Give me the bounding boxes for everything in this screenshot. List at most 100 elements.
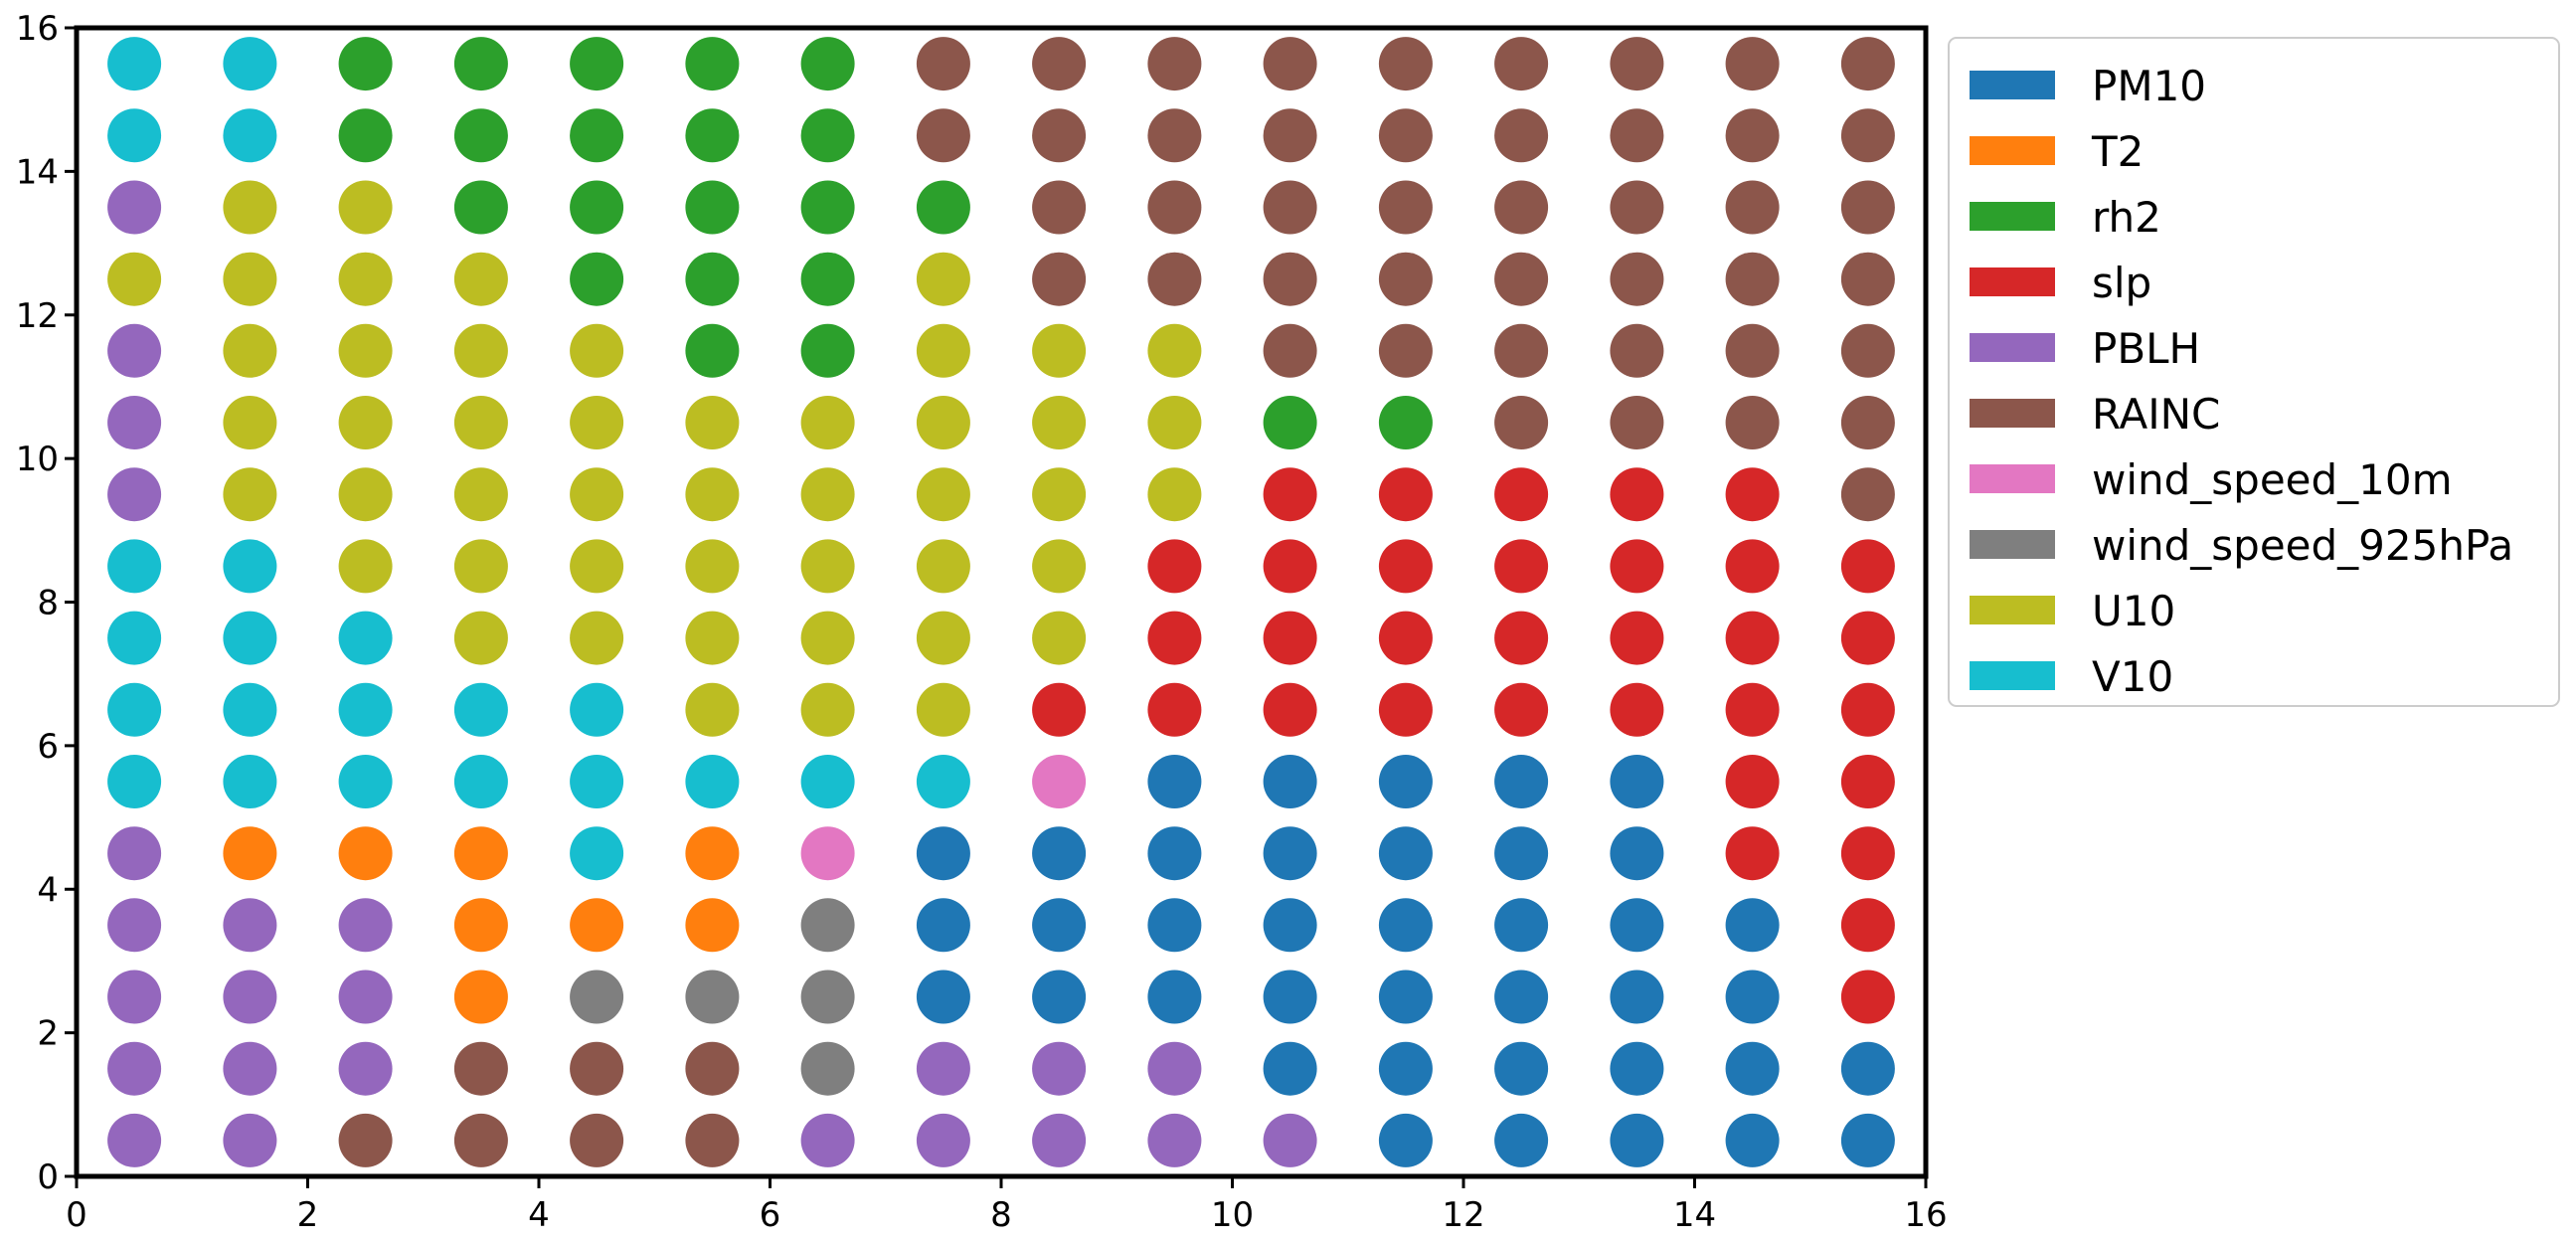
point-rainc: [1263, 323, 1317, 378]
point-slp: [1494, 539, 1549, 594]
point-rainc: [1378, 323, 1433, 378]
point-rainc: [685, 1113, 740, 1167]
point-v10: [223, 682, 277, 737]
legend-entry-pblh: PBLH: [1970, 324, 2200, 373]
point-u10: [800, 467, 855, 522]
point-u10: [338, 252, 393, 306]
point-slp: [1610, 611, 1664, 665]
point-pm10: [1032, 898, 1087, 953]
point-rainc: [1147, 108, 1202, 163]
point-pm10: [1378, 1113, 1433, 1167]
point-u10: [916, 611, 970, 665]
point-rainc: [1840, 37, 1895, 91]
point-rainc: [1610, 108, 1664, 163]
point-rainc: [1725, 37, 1780, 91]
point-u10: [453, 467, 508, 522]
point-rainc: [1840, 180, 1895, 235]
point-wind-speed-925hpa: [685, 970, 740, 1024]
point-v10: [107, 37, 162, 91]
point-slp: [1725, 539, 1780, 594]
point-v10: [107, 755, 162, 808]
y-tick-label: 2: [37, 1014, 59, 1054]
legend-entry-wind-speed-10m: wind_speed_10m: [1970, 455, 2453, 504]
point-t2: [685, 826, 740, 881]
point-pm10: [1610, 755, 1664, 808]
point-u10: [453, 396, 508, 449]
point-pblh: [223, 898, 277, 953]
legend-items: PM10 T2 rh2 slp PBLH RAINC wind_speed_10m wind_…: [1970, 62, 2513, 701]
point-rh2: [1263, 396, 1317, 449]
y-tick-label: 14: [16, 152, 59, 192]
x-axis: 0 2 4 6 8 10 12 14 16: [66, 1176, 1948, 1235]
point-rh2: [800, 323, 855, 378]
point-v10: [223, 539, 277, 594]
legend-label: V10: [2092, 652, 2173, 701]
point-pm10: [1263, 826, 1317, 881]
point-u10: [685, 396, 740, 449]
point-pblh: [107, 180, 162, 235]
x-tick-label: 16: [1904, 1195, 1947, 1235]
point-pblh: [223, 970, 277, 1024]
point-rh2: [570, 37, 624, 91]
point-pm10: [1725, 898, 1780, 953]
point-rainc: [1494, 252, 1549, 306]
point-pm10: [1725, 1113, 1780, 1167]
legend-label: PBLH: [2092, 324, 2200, 373]
point-pm10: [1494, 1113, 1549, 1167]
point-pblh: [916, 1113, 970, 1167]
legend-label: T2: [2091, 127, 2144, 176]
point-pblh: [1147, 1041, 1202, 1096]
y-tick-label: 12: [16, 296, 59, 336]
point-rainc: [1840, 108, 1895, 163]
point-rainc: [685, 1041, 740, 1096]
point-pblh: [107, 826, 162, 881]
point-slp: [1263, 611, 1317, 665]
point-rh2: [800, 37, 855, 91]
legend-label: wind_speed_10m: [2092, 455, 2453, 504]
point-pm10: [1610, 1041, 1664, 1096]
point-v10: [223, 755, 277, 808]
legend-swatch: [1970, 399, 2055, 428]
point-pm10: [1494, 1041, 1549, 1096]
point-v10: [570, 826, 624, 881]
point-u10: [1147, 396, 1202, 449]
y-tick-label: 16: [16, 9, 59, 49]
x-tick-label: 0: [66, 1195, 87, 1235]
legend-swatch: [1970, 202, 2055, 231]
point-u10: [916, 682, 970, 737]
point-u10: [916, 467, 970, 522]
point-pblh: [916, 1041, 970, 1096]
point-pblh: [107, 396, 162, 449]
point-rainc: [1725, 180, 1780, 235]
point-rh2: [685, 37, 740, 91]
point-pm10: [1494, 970, 1549, 1024]
point-u10: [1147, 467, 1202, 522]
point-u10: [1032, 323, 1087, 378]
legend-entry-v10: V10: [1970, 652, 2173, 701]
point-v10: [107, 108, 162, 163]
point-u10: [570, 611, 624, 665]
y-tick-label: 6: [37, 727, 59, 767]
point-wind-speed-925hpa: [800, 898, 855, 953]
legend-swatch: [1970, 530, 2055, 559]
point-rh2: [685, 108, 740, 163]
point-t2: [453, 898, 508, 953]
point-slp: [1840, 682, 1895, 737]
x-tick-label: 2: [297, 1195, 319, 1235]
point-rainc: [1147, 37, 1202, 91]
point-rainc: [1840, 323, 1895, 378]
point-pblh: [1263, 1113, 1317, 1167]
point-v10: [223, 611, 277, 665]
point-rh2: [338, 37, 393, 91]
point-u10: [223, 180, 277, 235]
point-pblh: [223, 1041, 277, 1096]
point-slp: [1263, 539, 1317, 594]
point-u10: [570, 539, 624, 594]
point-v10: [338, 755, 393, 808]
point-pblh: [1147, 1113, 1202, 1167]
point-v10: [107, 539, 162, 594]
point-rh2: [338, 108, 393, 163]
point-rainc: [1378, 180, 1433, 235]
point-slp: [1378, 611, 1433, 665]
point-slp: [1263, 467, 1317, 522]
